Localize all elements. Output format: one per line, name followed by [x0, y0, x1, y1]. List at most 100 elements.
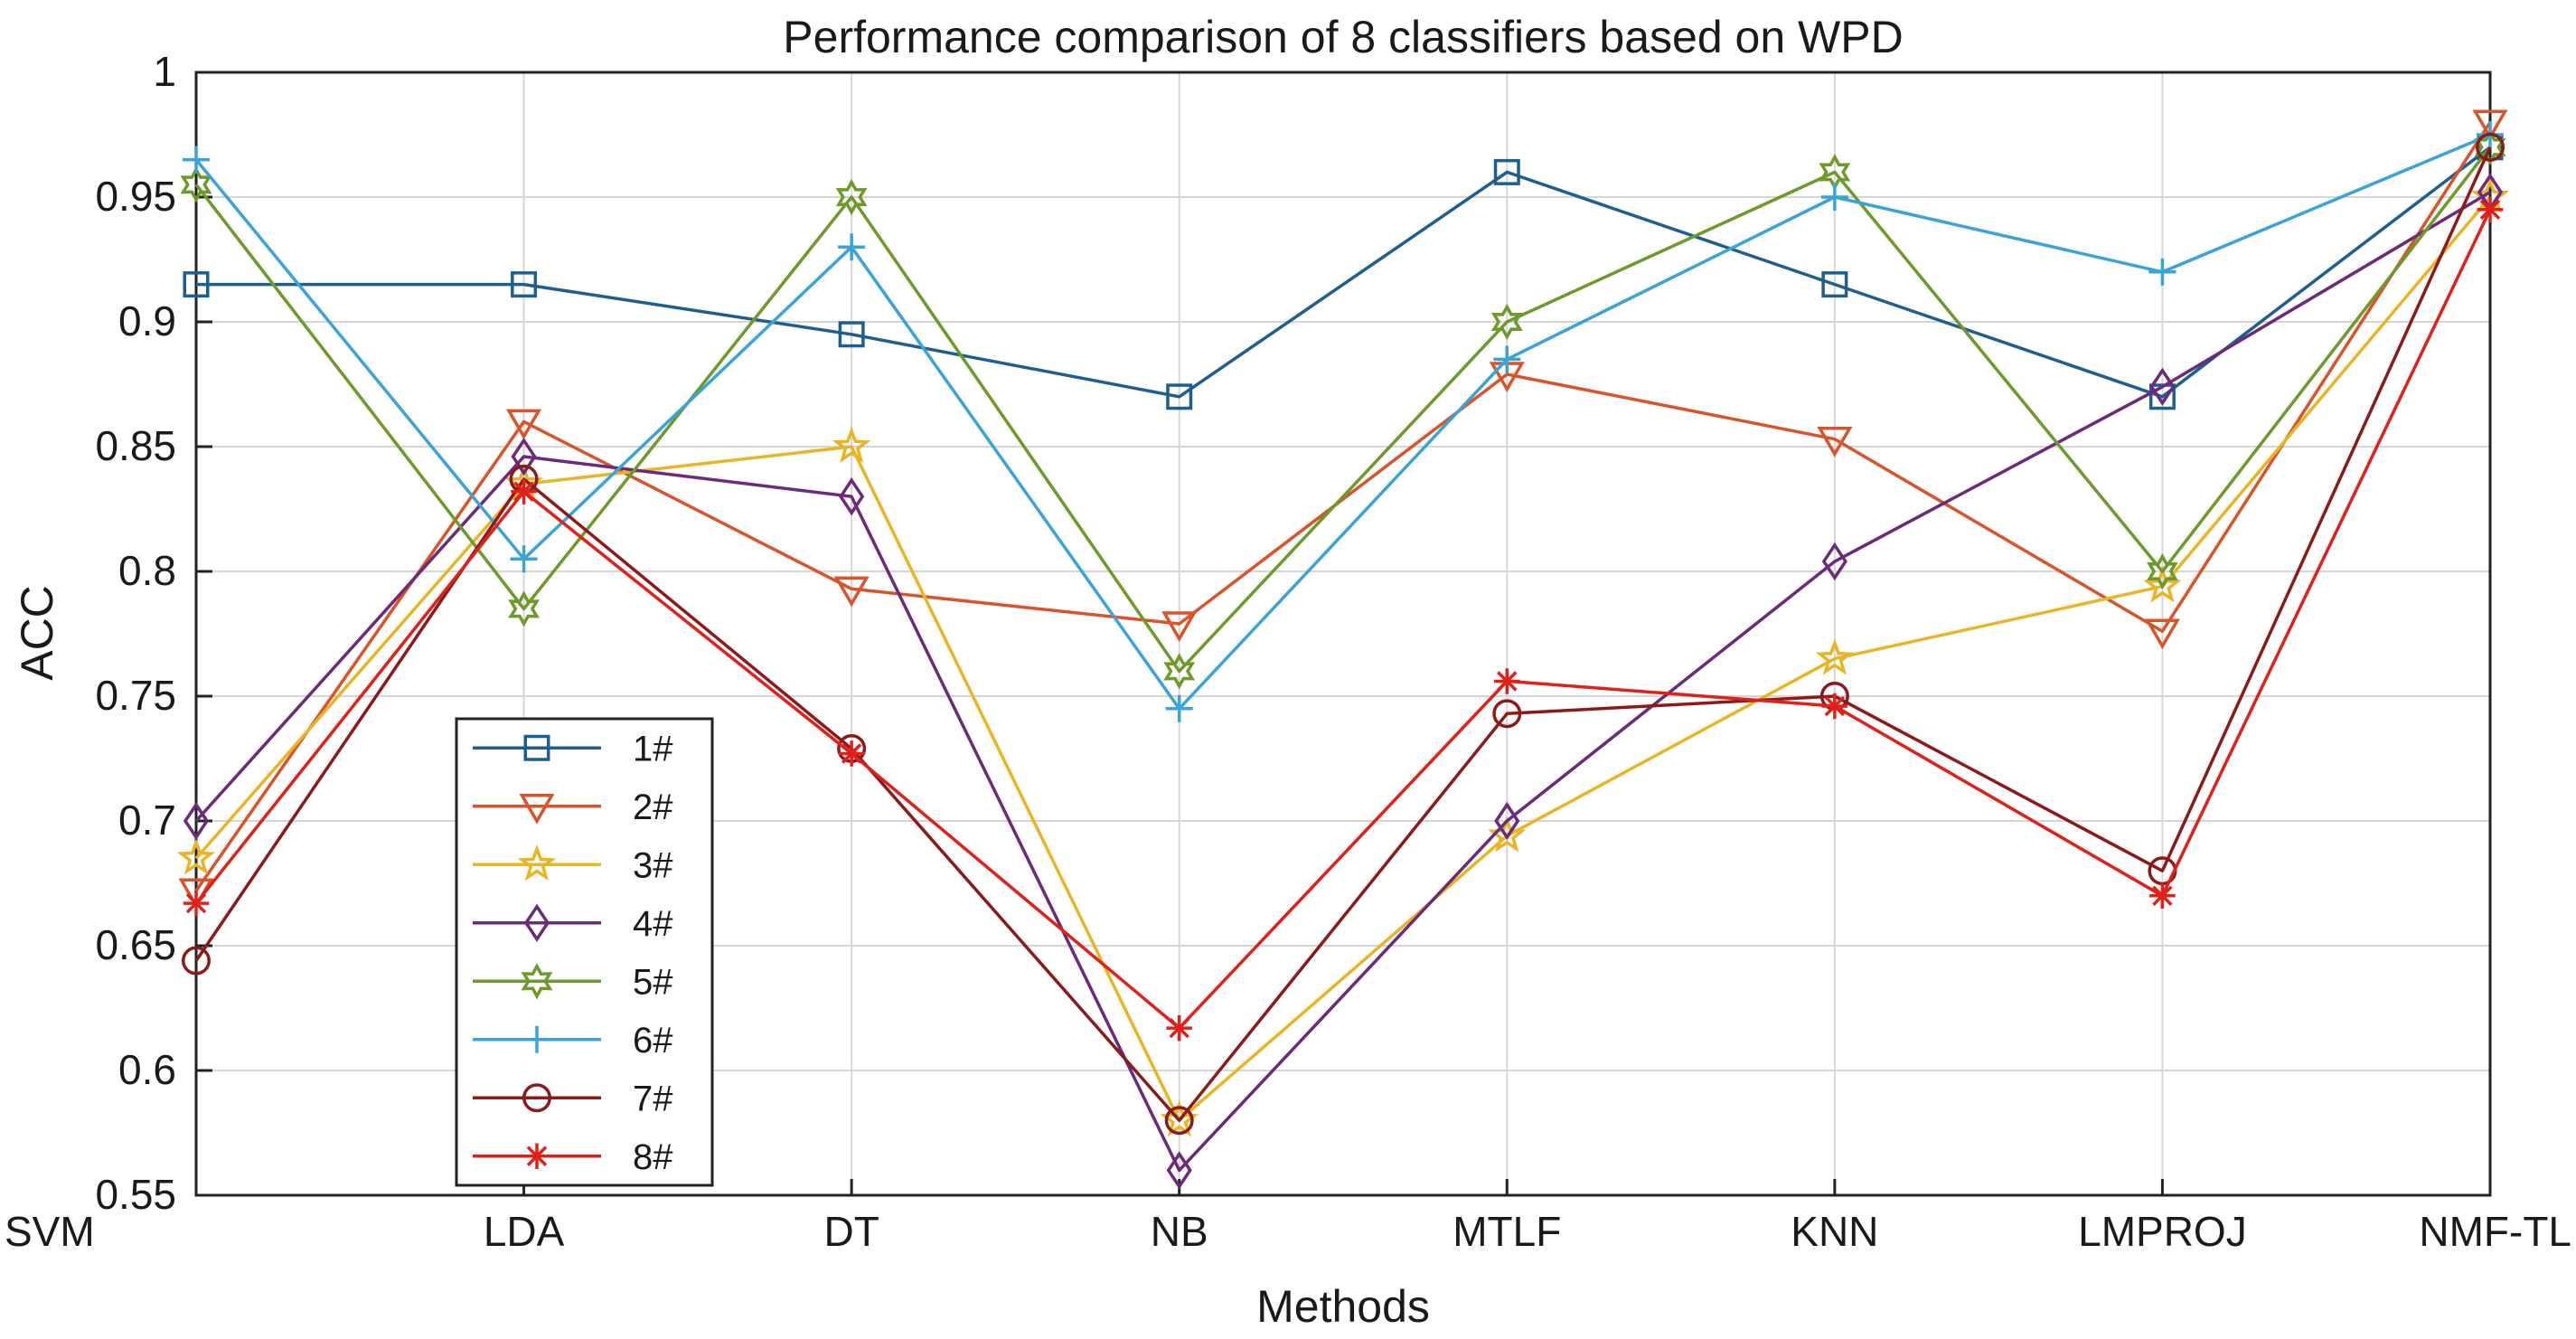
data-point-marker: [2144, 618, 2180, 650]
data-point-marker: [1821, 271, 1848, 298]
y-tick-label: 0.6: [118, 1046, 176, 1093]
legend-item: 6#: [473, 1021, 673, 1061]
y-tick-label: 0.85: [95, 422, 176, 469]
legend-item: 2#: [473, 787, 673, 827]
data-point-marker: [1166, 1014, 1192, 1042]
data-point-marker: [1821, 693, 1848, 720]
data-point-marker: [2477, 196, 2504, 223]
data-point-marker: [511, 478, 537, 504]
data-point-marker: [1163, 653, 1196, 690]
legend-label: 8#: [633, 1137, 673, 1177]
x-tick-label: LMPROJ: [2078, 1208, 2247, 1255]
data-point-marker: [1164, 1106, 1194, 1136]
data-point-marker: [183, 146, 210, 174]
data-point-marker: [838, 233, 866, 261]
data-point-marker: [1494, 668, 1520, 694]
legend-marker: [523, 903, 550, 942]
legend-marker: [522, 1083, 551, 1113]
series-8: [183, 196, 2504, 1042]
legend-label: 2#: [633, 787, 673, 827]
data-point-marker: [835, 178, 868, 216]
data-point-marker: [1815, 638, 1855, 675]
chart-title: Performance comparison of 8 classifiers …: [783, 12, 1903, 62]
legend-marker: [519, 794, 555, 825]
x-tick-label: LDA: [484, 1208, 565, 1255]
data-point-marker: [2472, 109, 2508, 141]
series-line: [194, 146, 2492, 1122]
y-tick-label: 0.8: [118, 547, 176, 594]
data-point-marker: [1817, 426, 1853, 457]
legend-item: 7#: [473, 1079, 673, 1118]
data-point-marker: [510, 545, 538, 573]
y-tick-label: 0.9: [118, 297, 176, 344]
y-tick-label: 0.95: [95, 173, 176, 220]
legend-item: 1#: [473, 729, 673, 769]
data-point-marker: [2143, 566, 2182, 603]
plot-frame: [194, 71, 2492, 1197]
y-tick-label: 0.65: [95, 921, 176, 968]
data-point-marker: [838, 321, 865, 348]
y-tick-label: 1: [153, 48, 176, 95]
data-point-marker: [511, 271, 538, 298]
data-point-marker: [1493, 345, 1521, 373]
series-lines: [176, 109, 2510, 1190]
data-point-marker: [832, 426, 871, 464]
legend-label: 3#: [633, 845, 673, 885]
y-tick-label: 0.7: [118, 797, 176, 844]
legend-marker: [521, 963, 553, 1000]
x-axis-title: Methods: [1256, 1281, 1430, 1332]
data-point-marker: [838, 740, 865, 767]
series-line: [194, 209, 2492, 1030]
data-point-marker: [511, 437, 537, 476]
data-point-marker: [1490, 303, 1523, 341]
data-point-marker: [508, 590, 541, 627]
legend-marker: [517, 844, 557, 882]
data-point-marker: [1494, 801, 1520, 841]
data-point-marker: [1821, 542, 1847, 581]
legend-item: 4#: [473, 903, 673, 944]
x-tick-label: SVM: [5, 1208, 95, 1255]
y-axis-ticks: 0.55 0.6 0.65 0.7 0.75 0.8 0.85 0.9 0.95 1: [95, 48, 212, 1218]
data-point-marker: [833, 576, 870, 608]
series-5: [180, 128, 2506, 690]
data-point-marker: [1166, 383, 1193, 410]
legend-label: 4#: [633, 904, 673, 944]
data-point-marker: [2146, 552, 2178, 590]
x-tick-label: NMF-TL: [2419, 1208, 2571, 1255]
data-point-marker: [1166, 1151, 1192, 1190]
y-tick-label: 0.55: [95, 1171, 176, 1218]
y-tick-label: 0.75: [95, 672, 176, 719]
data-point-marker: [183, 801, 210, 841]
legend-item: 3#: [473, 844, 673, 885]
x-tick-label: MTLF: [1453, 1208, 1561, 1255]
data-point-marker: [2476, 132, 2505, 162]
series-3: [176, 176, 2510, 1137]
legend-marker: [523, 734, 550, 761]
data-point-marker: [506, 409, 542, 440]
data-point-marker: [2149, 367, 2176, 406]
data-point-marker: [176, 837, 216, 875]
x-tick-label: KNN: [1791, 1208, 1878, 1255]
legend-item: 8#: [473, 1137, 673, 1177]
data-point-marker: [183, 271, 210, 298]
series-line: [194, 195, 2492, 1122]
data-point-marker: [2149, 882, 2176, 910]
legend-item: 5#: [473, 962, 673, 1002]
x-tick-label: NB: [1151, 1208, 1208, 1255]
legend-label: 7#: [633, 1079, 673, 1118]
data-point-marker: [1492, 699, 1522, 729]
legend-box: [455, 717, 714, 1187]
legend-marker: [523, 1025, 550, 1053]
legend-label: 5#: [633, 962, 673, 1002]
legend-label: 6#: [633, 1021, 673, 1061]
x-axis-ticks: SVM LDA DT NB MTLF KNN LMPROJ NMF-TL: [5, 1179, 2571, 1255]
data-point-marker: [839, 477, 865, 516]
legend-marker: [523, 1143, 550, 1169]
legend-label: 1#: [633, 729, 673, 769]
data-point-marker: [1493, 158, 1520, 185]
x-tick-label: DT: [823, 1208, 879, 1255]
data-point-marker: [1165, 694, 1193, 722]
series-6: [183, 121, 2504, 722]
